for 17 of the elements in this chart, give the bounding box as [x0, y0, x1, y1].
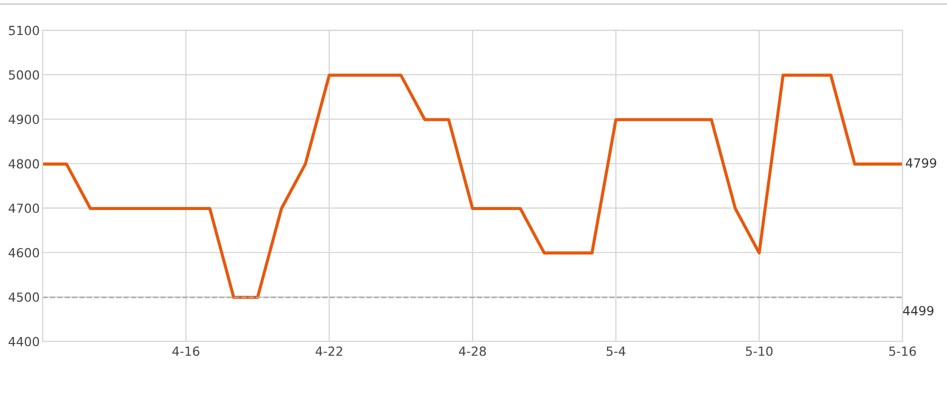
x-tick-label: 4-22	[316, 346, 342, 356]
x-tick-label: 5-16	[889, 346, 916, 356]
line-series	[42, 74, 902, 299]
annotation: 4799	[906, 158, 936, 168]
y-tick-label: 4700	[8, 204, 40, 213]
y-tick-label: 4400	[8, 336, 40, 346]
y-tick-label: 4900	[8, 114, 40, 124]
y-tick-label: 5000	[8, 70, 40, 80]
y-tick-label: 5100	[8, 26, 40, 36]
y-tick-label: 4600	[8, 248, 40, 258]
y-tick-label: 4800	[8, 159, 40, 169]
x-tick-label: 5-10	[746, 346, 773, 356]
x-tick-label: 5-4	[606, 346, 626, 356]
ref-line-label: 4499	[903, 306, 934, 316]
x-tick-label: 4-16	[172, 346, 200, 356]
x-tick-label: 4-28	[458, 346, 486, 356]
y-tick-label: 4500	[8, 292, 40, 302]
